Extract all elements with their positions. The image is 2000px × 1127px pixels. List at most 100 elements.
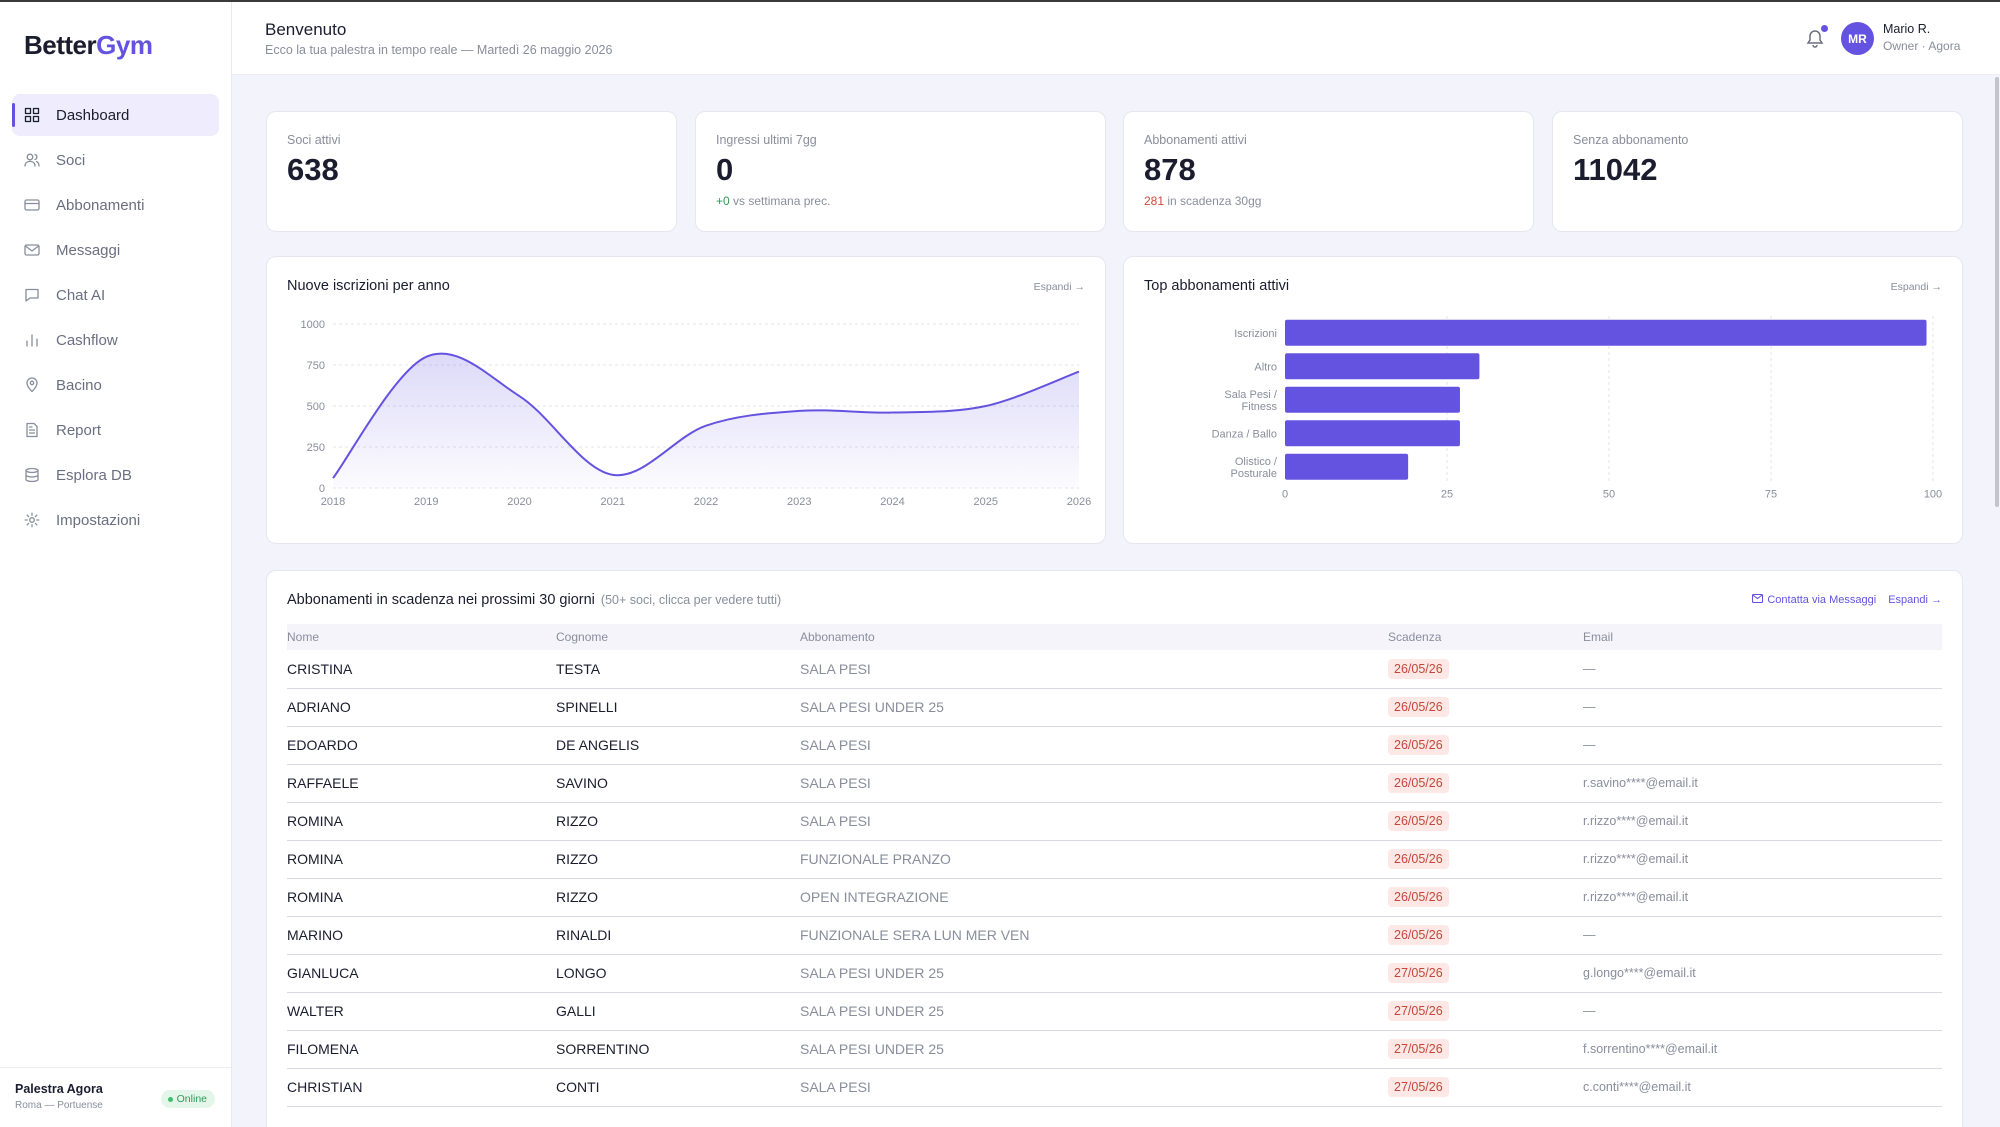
expiry-cell: 26/05/26	[1388, 840, 1583, 879]
table-row[interactable]: WALTER GALLI SALA PESI UNDER 25 27/05/26 —	[287, 992, 1942, 1031]
table-row[interactable]: ROMINA RIZZO FUNZIONALE PRANZO 26/05/26 r.ri…	[287, 840, 1942, 879]
last-name-cell: CONTI	[556, 1068, 800, 1107]
bar[interactable]	[1285, 353, 1480, 380]
bar[interactable]	[1285, 386, 1460, 413]
sidebar-item-soci[interactable]: Soci	[12, 139, 219, 181]
x-tick-label: 100	[1924, 489, 1942, 501]
contact-via-messages-link[interactable]: Contatta via Messaggi	[1767, 594, 1877, 606]
last-name-cell: TESTA	[556, 650, 800, 689]
expiry-date-badge: 26/05/26	[1388, 811, 1449, 831]
sidebar-item-label: Cashflow	[56, 331, 118, 349]
x-tick-label: 2021	[601, 496, 625, 508]
bell-icon[interactable]	[1806, 28, 1824, 48]
table-row[interactable]: CHRISTIAN CONTI SALA PESI 27/05/26 c.conti**…	[287, 1068, 1942, 1107]
expiry-cell: 26/05/26	[1388, 802, 1583, 841]
category-label: Danza / Ballo	[1212, 428, 1277, 440]
table-body: CRISTINA TESTA SALA PESI 26/05/26— ADRIANO SP…	[287, 650, 1942, 1107]
first-name-cell: ADRIANO	[287, 688, 556, 727]
email-cell: —	[1583, 688, 1942, 727]
user-name[interactable]: Mario R.	[1883, 22, 1931, 36]
bar-chart: 0 25 50 75 100 Iscrizioni Altro Sala Pesi /Fitn…	[1212, 316, 1942, 501]
expiry-cell: 26/05/26	[1388, 726, 1583, 765]
avatar[interactable]: MR	[1841, 22, 1874, 55]
stat-expiring: 281 in scadenza 30gg	[1144, 194, 1261, 208]
sidebar-item-esplora-db[interactable]: Esplora DB	[12, 454, 219, 496]
bar-chart-icon	[24, 332, 40, 348]
column-header[interactable]: Nome	[287, 630, 320, 644]
table-row[interactable]: MARINO RINALDI FUNZIONALE SERA LUN MER VEN…	[287, 916, 1942, 955]
page-subtitle: Ecco la tua palestra in tempo reale — Ma…	[265, 43, 613, 57]
sidebar-item-bacino[interactable]: Bacino	[12, 364, 219, 406]
table-note[interactable]: (50+ soci, clicca per vedere tutti)	[600, 593, 782, 607]
category-label: Olistico /	[1235, 456, 1278, 468]
expiry-cell: 27/05/26	[1388, 954, 1583, 993]
x-tick-label: 2026	[1067, 496, 1091, 508]
app-logo[interactable]: BetterGym	[24, 30, 153, 61]
table-header: Nome Cognome Abbonamento Scadenza Email	[287, 624, 1942, 650]
page-title: Benvenuto	[265, 20, 347, 39]
last-name-cell: DE ANGELIS	[556, 726, 800, 765]
file-icon	[24, 422, 40, 438]
first-name-cell: RAFFAELE	[287, 764, 556, 803]
table-row[interactable]: ROMINA RIZZO OPEN INTEGRAZIONE 26/05/26 r.ri…	[287, 878, 1942, 917]
stat-value: 878	[1144, 152, 1196, 187]
table-row[interactable]: ADRIANO SPINELLI SALA PESI UNDER 25 26/05/2…	[287, 688, 1942, 727]
sidebar-item-label: Report	[56, 421, 102, 439]
gym-location: Roma — Portuense	[15, 1100, 103, 1111]
table-row[interactable]: CRISTINA TESTA SALA PESI 26/05/26 —	[287, 650, 1942, 689]
bar[interactable]	[1285, 453, 1409, 480]
column-header[interactable]: Scadenza	[1388, 630, 1442, 644]
expiry-cell: 27/05/26	[1388, 1030, 1583, 1069]
email-cell: r.savino****@email.it	[1583, 764, 1942, 803]
stat-card-subscriptions[interactable]: Abbonamenti attivi 878 281 in scadenza 3…	[1123, 111, 1534, 232]
chart-card-new-members: Nuove iscrizioni per anno Espandi → 0 250…	[266, 256, 1106, 544]
y-tick-label: 250	[307, 442, 325, 454]
sidebar: BetterGym Dashboard Soci Abbonamenti Messag…	[0, 2, 232, 1127]
first-name-cell: EDOARDO	[287, 726, 556, 765]
bar[interactable]	[1285, 319, 1927, 346]
expiry-cell: 26/05/26	[1388, 650, 1583, 689]
stat-card-active-members[interactable]: Soci attivi 638	[266, 111, 677, 232]
last-name-cell: RIZZO	[556, 802, 800, 841]
sidebar-item-impostazioni[interactable]: Impostazioni	[12, 499, 219, 541]
sidebar-item-label: Messaggi	[56, 241, 121, 259]
subscription-cell: SALA PESI	[800, 726, 1388, 765]
subscription-cell: SALA PESI	[800, 1068, 1388, 1107]
table-row[interactable]: RAFFAELE SAVINO SALA PESI 26/05/26 r.savino*…	[287, 764, 1942, 803]
sidebar-item-dashboard[interactable]: Dashboard	[12, 94, 219, 136]
column-header[interactable]: Abbonamento	[800, 630, 875, 644]
expand-link[interactable]: Espandi →	[1033, 281, 1085, 293]
sidebar-item-report[interactable]: Report	[12, 409, 219, 451]
sidebar-item-cashflow[interactable]: Cashflow	[12, 319, 219, 361]
subscription-cell: SALA PESI	[800, 650, 1388, 689]
x-tick-label: 50	[1603, 489, 1615, 501]
email-cell: —	[1583, 650, 1942, 689]
column-header[interactable]: Cognome	[556, 630, 609, 644]
expiry-cell: 27/05/26	[1388, 992, 1583, 1031]
chart-title: Top abbonamenti attivi	[1144, 278, 1290, 294]
expand-link[interactable]: Espandi →	[1890, 281, 1942, 293]
column-header[interactable]: Email	[1583, 630, 1614, 644]
status-badge: Online	[160, 1090, 215, 1108]
email-cell: r.rizzo****@email.it	[1583, 878, 1942, 917]
table-row[interactable]: ROMINA RIZZO SALA PESI 26/05/26 r.rizzo****@…	[287, 802, 1942, 841]
table-row[interactable]: GIANLUCA LONGO SALA PESI UNDER 25 27/05/26 g…	[287, 954, 1942, 993]
gear-icon	[24, 512, 40, 528]
table-row[interactable]: EDOARDO DE ANGELIS SALA PESI 26/05/26 —	[287, 726, 1942, 765]
sidebar-item-chat-ai[interactable]: Chat AI	[12, 274, 219, 316]
stat-card-no-subscription[interactable]: Senza abbonamento 11042	[1552, 111, 1963, 232]
subscription-cell: SALA PESI	[800, 802, 1388, 841]
expiry-cell: 26/05/26	[1388, 916, 1583, 955]
expiry-date-badge: 26/05/26	[1388, 697, 1449, 717]
table-row[interactable]: FILOMENA SORRENTINO SALA PESI UNDER 25 27/0…	[287, 1030, 1942, 1069]
page-scrollbar[interactable]	[1995, 77, 1999, 507]
sidebar-item-abbonamenti[interactable]: Abbonamenti	[12, 184, 219, 226]
expiry-date-badge: 26/05/26	[1388, 849, 1449, 869]
expand-link[interactable]: Espandi →	[1888, 594, 1942, 606]
stat-card-entries[interactable]: Ingressi ultimi 7gg 0 +0 vs settimana pr…	[695, 111, 1106, 232]
bar[interactable]	[1285, 420, 1460, 447]
sidebar-item-messaggi[interactable]: Messaggi	[12, 229, 219, 271]
expiry-date-badge: 27/05/26	[1388, 1001, 1449, 1021]
subscription-cell: FUNZIONALE SERA LUN MER VEN	[800, 916, 1388, 955]
sidebar-item-label: Impostazioni	[56, 511, 141, 529]
